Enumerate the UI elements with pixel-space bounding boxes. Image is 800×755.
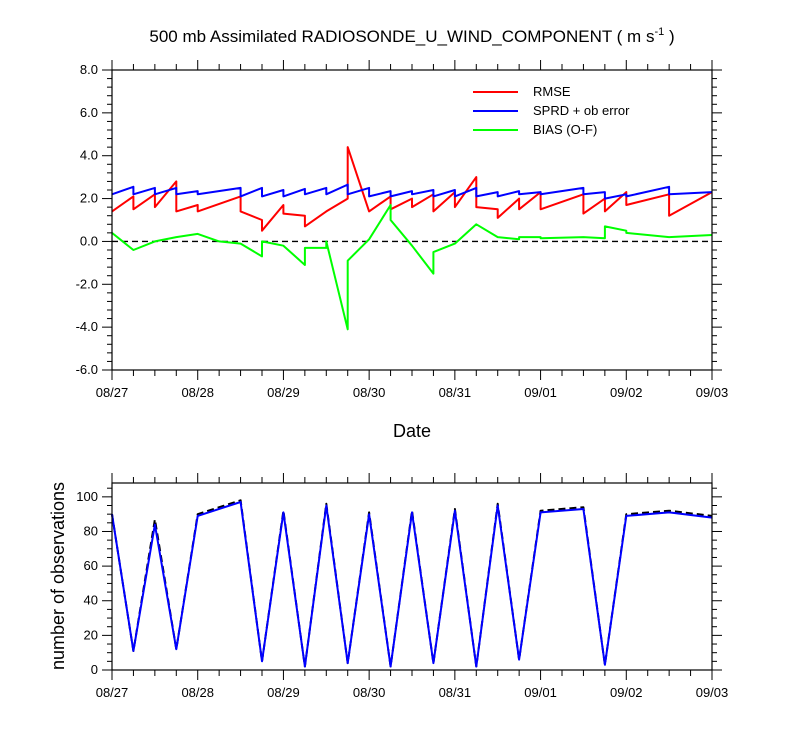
bottom-series-possible-observations <box>111 499 713 668</box>
bottom-x-tick-label: 08/27 <box>96 685 129 700</box>
top-y-tick-label: 6.0 <box>80 105 98 120</box>
chart-title: 500 mb Assimilated RADIOSONDE_U_WIND_COM… <box>149 26 674 46</box>
bottom-x-tick-label: 09/01 <box>524 685 557 700</box>
top-x-tick-label: 09/03 <box>696 385 729 400</box>
bottom-y-tick-label: 20 <box>84 627 98 642</box>
bottom-y-tick-label: 60 <box>84 558 98 573</box>
top-y-tick-label: 8.0 <box>80 62 98 77</box>
bottom-x-tick-label: 08/31 <box>439 685 472 700</box>
chart-title-suffix: ) <box>664 27 674 46</box>
bottom-y-tick-label: 100 <box>76 489 98 504</box>
bottom-y-tick-label: 80 <box>84 523 98 538</box>
top-x-tick-label: 08/31 <box>439 385 472 400</box>
top-legend-label: BIAS (O-F) <box>533 122 597 137</box>
chart-title-text: 500 mb Assimilated RADIOSONDE_U_WIND_COM… <box>149 27 654 46</box>
bottom-x-tick-label: 09/03 <box>696 685 729 700</box>
bottom-x-tick-label: 08/29 <box>267 685 300 700</box>
top-series-sprd-ob-error <box>111 183 713 200</box>
bottom-plot: 0 20 40 60 80 100 08/27 08/28 08/29 08/30 08/31 09/… <box>76 473 728 700</box>
top-x-tick-label: 08/30 <box>353 385 386 400</box>
bottom-x-tick-label: 08/30 <box>353 685 386 700</box>
bottom-y-tick-label: 40 <box>84 593 98 608</box>
top-y-tick-label: -4.0 <box>76 319 98 334</box>
bottom-y-axis-title: number of observations <box>48 482 68 670</box>
top-y-tick-label: 0.0 <box>80 233 98 248</box>
top-x-tick-label: 09/02 <box>610 385 643 400</box>
top-series-bias-o-f <box>111 204 713 331</box>
bottom-x-tick-label: 08/28 <box>181 685 214 700</box>
top-legend-label: RMSE <box>533 84 571 99</box>
top-y-tick-label: -6.0 <box>76 362 98 377</box>
top-series-rmse <box>111 146 713 232</box>
top-plot: -6.0 -4.0 -2.0 0.0 2.0 4.0 6.0 8.0 08/27 08/28 08/… <box>76 60 729 400</box>
top-x-tick-label: 08/27 <box>96 385 129 400</box>
top-x-tick-label: 08/29 <box>267 385 300 400</box>
bottom-series-used-observations <box>111 501 713 668</box>
top-legend-label: SPRD + ob error <box>533 103 630 118</box>
bottom-plot-frame <box>111 482 713 671</box>
bottom-y-tick-label: 0 <box>91 662 98 677</box>
top-y-tick-label: 4.0 <box>80 148 98 163</box>
top-x-axis-title: Date <box>393 421 431 441</box>
chart-title-superscript: -1 <box>654 26 664 38</box>
top-y-tick-label: -2.0 <box>76 276 98 291</box>
top-plot-frame <box>111 69 713 371</box>
top-x-tick-label: 09/01 <box>524 385 557 400</box>
top-y-tick-label: 2.0 <box>80 191 98 206</box>
top-x-tick-label: 08/28 <box>181 385 214 400</box>
bottom-x-tick-label: 09/02 <box>610 685 643 700</box>
